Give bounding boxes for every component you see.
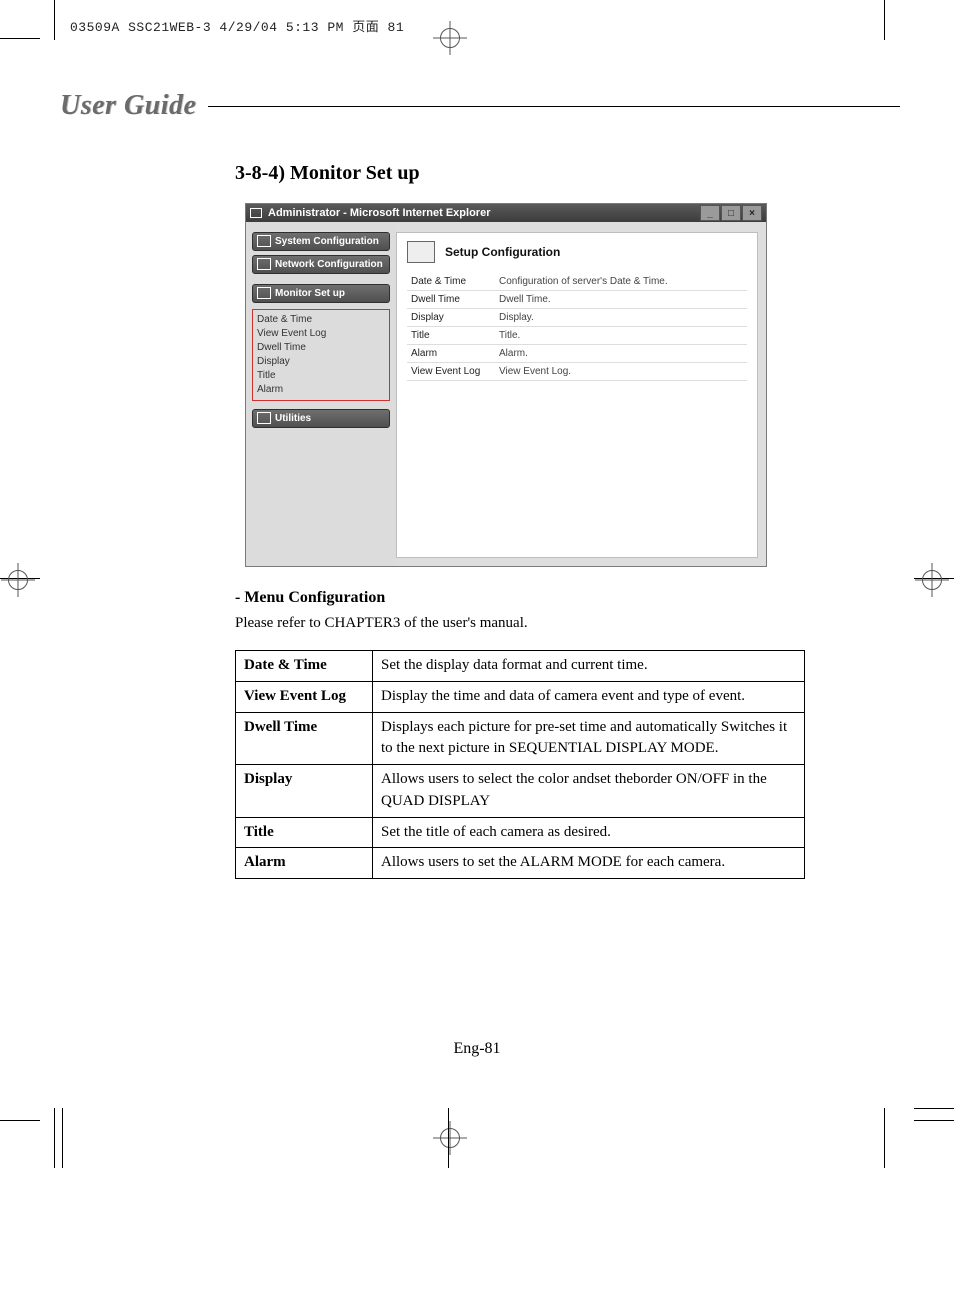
desc-value: Displays each picture for pre-set time a… [373, 712, 805, 765]
monitor-icon [257, 235, 271, 247]
registration-mark-icon [922, 570, 942, 590]
page-number: Eng-81 [0, 1040, 954, 1058]
sidebar-item-network[interactable]: Network Configuration [252, 255, 390, 274]
crop-mark [0, 38, 40, 39]
monitor-icon [257, 287, 271, 299]
minimize-button[interactable]: _ [700, 205, 720, 221]
table-row: AlarmAlarm. [407, 345, 747, 363]
guide-rule [208, 106, 900, 107]
desc-value: Display the time and data of camera even… [373, 681, 805, 712]
setup-icon [407, 241, 435, 263]
page-content: User Guide 3-8-4) Monitor Set up Adminis… [60, 80, 900, 879]
window-titlebar: Administrator - Microsoft Internet Explo… [246, 204, 766, 222]
setup-key[interactable]: Display [407, 309, 495, 327]
setup-key[interactable]: Date & Time [407, 273, 495, 291]
maximize-button[interactable]: □ [721, 205, 741, 221]
desc-value: Allows users to set the ALARM MODE for e… [373, 848, 805, 879]
table-row: View Event LogDisplay the time and data … [236, 681, 805, 712]
desc-key: Dwell Time [236, 712, 373, 765]
submenu-item[interactable]: Display [257, 355, 385, 369]
ie-icon [250, 208, 262, 218]
network-icon [257, 258, 271, 270]
guide-header: User Guide [60, 90, 900, 122]
setup-key[interactable]: Alarm [407, 345, 495, 363]
crop-mark [62, 1108, 63, 1168]
table-row: AlarmAllows users to set the ALARM MODE … [236, 848, 805, 879]
menu-config-note: Please refer to CHAPTER3 of the user's m… [235, 615, 900, 632]
description-table: Date & TimeSet the display data format a… [235, 650, 805, 879]
table-row: Dwell TimeDwell Time. [407, 291, 747, 309]
menu-config-heading: - Menu Configuration [235, 589, 900, 607]
desc-key: Alarm [236, 848, 373, 879]
registration-mark-icon [440, 1128, 460, 1148]
crop-mark [54, 0, 55, 40]
submenu-item[interactable]: Title [257, 369, 385, 383]
setup-key[interactable]: Dwell Time [407, 291, 495, 309]
submenu-item[interactable]: Dwell Time [257, 341, 385, 355]
table-row: Date & TimeConfiguration of server's Dat… [407, 273, 747, 291]
table-row: Date & TimeSet the display data format a… [236, 651, 805, 682]
setup-desc: Dwell Time. [495, 291, 747, 309]
sidebar: System Configuration Network Configurati… [246, 222, 396, 566]
section-title: 3-8-4) Monitor Set up [235, 162, 900, 185]
crop-mark [0, 1120, 40, 1121]
sidebar-label: Utilities [275, 413, 311, 424]
crop-mark [54, 1108, 55, 1168]
crop-mark [914, 1120, 954, 1121]
setup-desc: Title. [495, 327, 747, 345]
setup-key[interactable]: Title [407, 327, 495, 345]
sidebar-label: Network Configuration [275, 259, 383, 270]
main-panel: Setup Configuration Date & TimeConfigura… [396, 232, 758, 558]
crop-mark [914, 1108, 954, 1109]
desc-value: Set the display data format and current … [373, 651, 805, 682]
sidebar-item-monitor[interactable]: Monitor Set up [252, 284, 390, 303]
sidebar-label: System Configuration [275, 236, 379, 247]
submenu-item[interactable]: Alarm [257, 383, 385, 397]
setup-key[interactable]: View Event Log [407, 363, 495, 381]
table-row: Dwell TimeDisplays each picture for pre-… [236, 712, 805, 765]
main-panel-title: Setup Configuration [445, 245, 560, 259]
crop-mark [884, 1108, 885, 1168]
registration-mark-icon [440, 28, 460, 48]
close-button[interactable]: × [742, 205, 762, 221]
setup-table: Date & TimeConfiguration of server's Dat… [407, 273, 747, 381]
sidebar-label: Monitor Set up [275, 288, 345, 299]
table-row: DisplayDisplay. [407, 309, 747, 327]
registration-mark-icon [8, 570, 28, 590]
crop-mark [884, 0, 885, 40]
table-row: DisplayAllows users to select the color … [236, 765, 805, 818]
desc-key: Date & Time [236, 651, 373, 682]
screenshot-window: Administrator - Microsoft Internet Explo… [245, 203, 767, 567]
sidebar-submenu: Date & Time View Event Log Dwell Time Di… [252, 309, 390, 401]
setup-desc: Display. [495, 309, 747, 327]
desc-key: Display [236, 765, 373, 818]
tools-icon [257, 412, 271, 424]
window-title: Administrator - Microsoft Internet Explo… [268, 207, 490, 219]
desc-value: Set the title of each camera as desired. [373, 817, 805, 848]
desc-key: Title [236, 817, 373, 848]
sidebar-item-utilities[interactable]: Utilities [252, 409, 390, 428]
submenu-item[interactable]: Date & Time [257, 313, 385, 327]
crop-mark [448, 1108, 449, 1168]
table-row: TitleTitle. [407, 327, 747, 345]
submenu-item[interactable]: View Event Log [257, 327, 385, 341]
setup-desc: View Event Log. [495, 363, 747, 381]
desc-key: View Event Log [236, 681, 373, 712]
sidebar-item-system[interactable]: System Configuration [252, 232, 390, 251]
table-row: TitleSet the title of each camera as des… [236, 817, 805, 848]
desc-value: Allows users to select the color andset … [373, 765, 805, 818]
print-header: 03509A SSC21WEB-3 4/29/04 5:13 PM 页面 81 [70, 16, 404, 35]
guide-title: User Guide [60, 90, 196, 122]
setup-desc: Configuration of server's Date & Time. [495, 273, 747, 291]
setup-desc: Alarm. [495, 345, 747, 363]
table-row: View Event LogView Event Log. [407, 363, 747, 381]
body-text: - Menu Configuration Please refer to CHA… [235, 589, 900, 632]
